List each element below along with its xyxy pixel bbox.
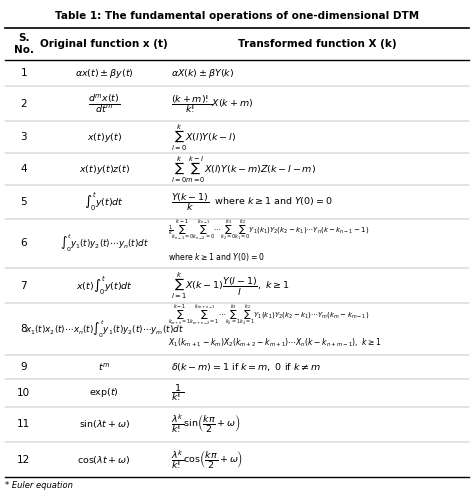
Text: 7: 7: [20, 281, 27, 291]
Text: Table 1: The fundamental operations of one-dimensional DTM: Table 1: The fundamental operations of o…: [55, 11, 419, 21]
Text: $x_1(t)x_2(t)\cdots x_n(t)\int_{0}^{t}y_1(t)y_2(t)\cdots y_m(t)dt$: $x_1(t)x_2(t)\cdots x_n(t)\int_{0}^{t}y_…: [25, 318, 183, 340]
Text: $\dfrac{(k+m)!}{k!}X(k+m)$: $\dfrac{(k+m)!}{k!}X(k+m)$: [171, 93, 253, 115]
Text: $\alpha x(t)\pm\beta y(t)$: $\alpha x(t)\pm\beta y(t)$: [75, 67, 134, 80]
Text: $\sum_{l=0}^{k}X(l)Y(k-l)$: $\sum_{l=0}^{k}X(l)Y(k-l)$: [171, 122, 236, 153]
Text: where $k\geq 1$ and $Y(0)=0$: where $k\geq 1$ and $Y(0)=0$: [168, 250, 265, 263]
Text: 5: 5: [20, 197, 27, 207]
Text: 9: 9: [20, 362, 27, 372]
Text: 11: 11: [17, 419, 30, 429]
Text: $\cos(\lambda t+\omega)$: $\cos(\lambda t+\omega)$: [78, 454, 131, 466]
Text: 1: 1: [20, 68, 27, 78]
Text: $\dfrac{\lambda^k}{k!}\cos\!\left(\dfrac{k\pi}{2}+\omega\right)$: $\dfrac{\lambda^k}{k!}\cos\!\left(\dfrac…: [171, 449, 243, 471]
Text: $x(t)\int_{0}^{t}y(t)dt$: $x(t)\int_{0}^{t}y(t)dt$: [76, 275, 133, 297]
Text: Transformed function X (k): Transformed function X (k): [238, 39, 397, 49]
Text: $t^{m}$: $t^{m}$: [98, 361, 110, 373]
Text: $\int_{0}^{t}y(t)dt$: $\int_{0}^{t}y(t)dt$: [84, 191, 124, 213]
Text: $\dfrac{Y(k-1)}{k}$  where $k\geq 1$ and $Y(0)=0$: $\dfrac{Y(k-1)}{k}$ where $k\geq 1$ and …: [171, 191, 332, 213]
Text: 2: 2: [20, 99, 27, 109]
Text: $\sum_{l=0}^{k}\sum_{m=0}^{k-l}X(l)Y(k-m)Z(k-l-m)$: $\sum_{l=0}^{k}\sum_{m=0}^{k-l}X(l)Y(k-m…: [171, 154, 316, 184]
Text: $\dfrac{1}{k!}$: $\dfrac{1}{k!}$: [171, 383, 184, 404]
Text: * Euler equation: * Euler equation: [5, 481, 73, 490]
Text: $\frac{1}{k}\sum_{k_{n-1}=0}^{k-1}\sum_{k_{n-2}=0}^{k_{n-1}}\cdots\sum_{k_2=0}^{: $\frac{1}{k}\sum_{k_{n-1}=0}^{k-1}\sum_{…: [168, 217, 370, 243]
Text: 12: 12: [17, 455, 30, 465]
Text: $\sum_{k_{m+n}=1}^{k-1}\sum_{k_{m+n-2}=1}^{k_{m+n-1}}\cdots\sum_{k_2=1}^{k_3}\su: $\sum_{k_{m+n}=1}^{k-1}\sum_{k_{m+n-2}=1…: [168, 302, 370, 328]
Text: 6: 6: [20, 238, 27, 248]
Text: $\exp(t)$: $\exp(t)$: [90, 387, 119, 400]
Text: $X_1(k_{m+1}-k_m)X_2(k_{m+2}-k_{m+1})\cdots X_n(k-k_{n+m-1}),\ k\geq 1$: $X_1(k_{m+1}-k_m)X_2(k_{m+2}-k_{m+1})\cd…: [168, 337, 382, 349]
Text: 10: 10: [17, 388, 30, 398]
Text: $\dfrac{d^{m}x(t)}{dt^{m}}$: $\dfrac{d^{m}x(t)}{dt^{m}}$: [88, 92, 120, 115]
Text: 4: 4: [20, 164, 27, 174]
Text: 3: 3: [20, 133, 27, 143]
Text: $x(t)y(t)z(t)$: $x(t)y(t)z(t)$: [79, 163, 130, 176]
Text: $\sin(\lambda t+\omega)$: $\sin(\lambda t+\omega)$: [79, 418, 130, 430]
Text: Original function x (t): Original function x (t): [40, 39, 168, 49]
Text: $\alpha X(k)\pm\beta Y(k)$: $\alpha X(k)\pm\beta Y(k)$: [171, 67, 234, 80]
Text: S.
No.: S. No.: [14, 33, 34, 55]
Text: $\dfrac{\lambda^k}{k!}\sin\!\left(\dfrac{k\pi}{2}+\omega\right)$: $\dfrac{\lambda^k}{k!}\sin\!\left(\dfrac…: [171, 413, 240, 435]
Text: 8: 8: [20, 324, 27, 334]
Text: $x(t)y(t)$: $x(t)y(t)$: [87, 131, 122, 144]
Text: $\delta(k-m)=1\ \mathrm{if}\ k=m,\ 0\ \mathrm{if}\ k\neq m$: $\delta(k-m)=1\ \mathrm{if}\ k=m,\ 0\ \m…: [171, 361, 320, 373]
Text: $\int_{0}^{t}y_1(t)y_2(t)\cdots y_n(t)dt$: $\int_{0}^{t}y_1(t)y_2(t)\cdots y_n(t)dt…: [60, 232, 149, 255]
Text: $\sum_{l=1}^{k}X(k-1)\dfrac{Y(l-1)}{l},\ k\geq 1$: $\sum_{l=1}^{k}X(k-1)\dfrac{Y(l-1)}{l},\…: [171, 270, 289, 301]
